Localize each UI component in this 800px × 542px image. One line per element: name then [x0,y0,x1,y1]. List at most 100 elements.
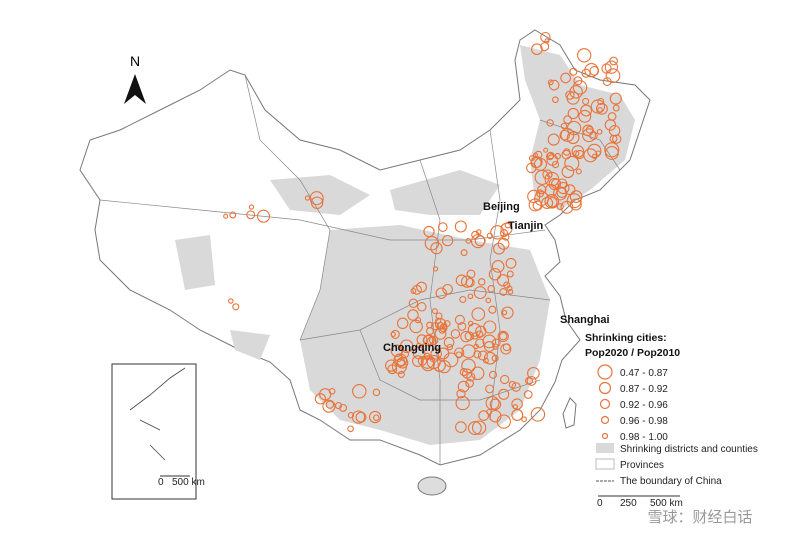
city-circle [325,400,335,409]
city-circle [417,356,428,366]
city-circle [528,198,542,212]
city-circle [228,298,234,304]
city-circle [485,297,492,304]
city-circle [352,384,367,399]
city-circle [482,357,489,364]
city-circle [396,317,409,330]
city-circle [416,342,422,349]
city-circle [581,68,591,78]
city-circle [455,395,470,411]
city-circle [456,389,466,399]
city-label: Chongqing [383,342,441,354]
city-circle [596,128,603,135]
legend-circle [601,432,609,440]
city-circle [471,420,487,435]
city-circle [372,388,381,397]
city-circle [499,332,508,341]
city-circle [567,107,579,120]
city-circle [496,274,510,287]
city-circle [466,372,476,382]
city-circle [488,267,502,281]
city-circle [491,354,499,362]
city-circle [426,355,441,370]
city-circle [505,257,517,269]
city-circle [491,260,505,273]
city-circle [609,92,622,105]
city-circle [584,63,599,78]
city-circle [229,211,237,219]
province-line [489,129,501,421]
city-label: Tianjin [508,220,544,232]
city-circle [597,107,603,113]
legend-swatch [595,458,615,470]
legend-label: 0.96 - 0.98 [620,416,668,427]
city-circle [423,225,435,238]
city-circle [473,343,479,350]
city-circle [477,350,488,361]
shrinking-area [270,175,370,215]
city-circle [441,234,454,247]
city-circle [433,359,446,372]
hainan [417,476,447,496]
city-circle [582,97,590,105]
city-circle [429,335,439,345]
city-circle [546,151,555,160]
city-circle [397,370,405,378]
city-circle [548,177,561,191]
taiwan [562,397,577,429]
city-circle [575,149,585,160]
scale-label: 500 km [172,477,205,488]
city-circle [500,222,513,235]
city-circle [390,329,400,339]
city-circle [591,153,598,160]
city-circle [559,129,570,141]
city-circle [368,410,382,424]
legend-label: The boundary of China [620,476,722,487]
city-circle [563,115,572,124]
scale-label: 0 [158,477,164,488]
city-circle [530,407,546,422]
city-circle [496,414,511,429]
city-circle [486,408,493,415]
city-circle [435,287,448,299]
city-circle [417,302,427,312]
city-circle [531,43,543,56]
legend-circle [599,398,611,410]
city-circle [407,309,419,321]
city-circle [430,242,443,255]
city-circle [464,331,475,341]
province-line [359,329,541,401]
city-circle [569,85,583,99]
city-circle [533,157,547,171]
city-circle [542,169,553,180]
city-circle [527,366,540,380]
province-line [539,119,621,171]
city-circle [471,230,480,240]
city-circle [473,286,487,300]
city-circle [486,232,493,239]
inset-coast [129,367,186,461]
city-circle [585,125,594,134]
city-circle [483,341,495,352]
city-circle [457,380,470,393]
legend: Shrinking cities: Pop2020 / Pop2010 Shri… [585,332,758,509]
city-circle [465,378,474,388]
city-circle [564,155,580,171]
scale-label: 250 [620,498,637,509]
city-circle [455,421,467,433]
city-circle [605,68,621,84]
city-circle [454,314,465,325]
city-circle [499,288,508,296]
city-circle [391,358,407,375]
city-circle [347,412,355,419]
shrinking-area [390,170,500,215]
legend-label: 0.92 - 0.96 [620,400,668,411]
north-arrow: N [124,53,146,104]
city-circle [548,79,560,91]
city-circle [569,67,578,76]
city-circle [443,337,455,348]
city-circle [497,330,509,343]
city-circle [477,278,486,286]
